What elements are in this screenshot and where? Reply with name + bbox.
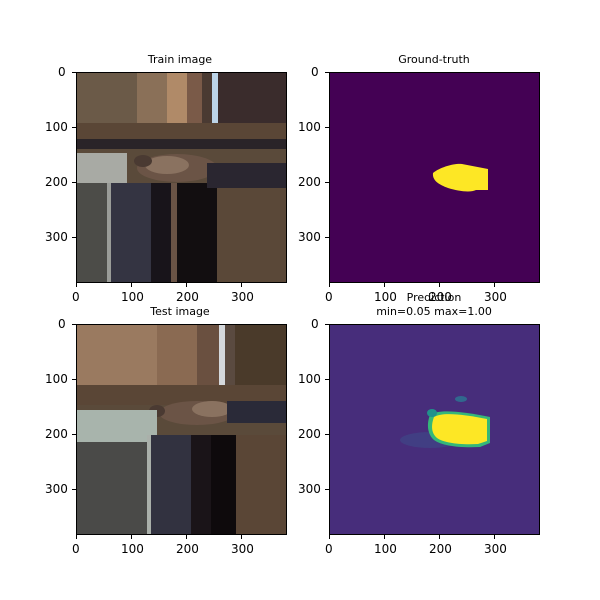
y-tick-label: 0 [311,317,319,331]
x-tick-label: 100 [121,290,144,304]
ground-truth-mask [330,73,539,282]
tick [72,127,76,128]
tick [186,283,187,287]
tick [325,72,329,73]
tick [131,283,132,287]
x-tick-label: 0 [325,290,333,304]
y-tick-label: 100 [298,120,321,134]
tick [72,324,76,325]
y-tick-label: 200 [45,427,68,441]
tick [384,535,385,539]
tick [72,489,76,490]
y-tick-label: 0 [58,317,66,331]
y-tick-label: 0 [58,65,66,79]
x-tick-label: 300 [484,542,507,556]
pred-panel-title: Prediction [406,291,462,304]
y-tick-label: 100 [45,120,68,134]
y-tick-label: 200 [298,175,321,189]
tick [76,535,77,539]
tick [494,283,495,287]
x-tick-label: 200 [429,290,452,304]
gt-panel-title: Ground-truth [398,53,470,66]
test-image-axes [76,324,287,535]
train-image [77,73,286,282]
tick [241,535,242,539]
test-image [77,325,286,534]
pred-panel-subtitle: min=0.05 max=1.00 [376,305,492,318]
tick [329,283,330,287]
y-tick-label: 0 [311,65,319,79]
y-tick-label: 300 [45,230,68,244]
x-tick-label: 0 [72,290,80,304]
x-tick-label: 300 [231,290,254,304]
prediction-heatmap [330,325,539,534]
tick [325,434,329,435]
y-tick-label: 100 [45,372,68,386]
y-tick-label: 300 [45,482,68,496]
x-tick-label: 300 [484,290,507,304]
ground-truth-axes [329,72,540,283]
prediction-axes [329,324,540,535]
y-tick-label: 300 [298,482,321,496]
tick [384,283,385,287]
tick [325,237,329,238]
y-tick-label: 200 [298,427,321,441]
tick [494,535,495,539]
x-tick-label: 200 [176,290,199,304]
x-tick-label: 200 [176,542,199,556]
x-tick-label: 0 [325,542,333,556]
tick [72,72,76,73]
tick [329,535,330,539]
y-tick-label: 100 [298,372,321,386]
x-tick-label: 100 [374,290,397,304]
test-panel-title: Test image [150,305,210,318]
tick [439,535,440,539]
tick [325,489,329,490]
train-image-axes [76,72,287,283]
tick [325,324,329,325]
tick [241,283,242,287]
tick [76,283,77,287]
y-tick-label: 200 [45,175,68,189]
x-tick-label: 100 [121,542,144,556]
tick [325,127,329,128]
y-tick-label: 300 [298,230,321,244]
tick [439,283,440,287]
tick [72,379,76,380]
tick [72,434,76,435]
tick [131,535,132,539]
x-tick-label: 200 [429,542,452,556]
x-tick-label: 100 [374,542,397,556]
tick [325,182,329,183]
tick [186,535,187,539]
x-tick-label: 300 [231,542,254,556]
tick [325,379,329,380]
tick [72,182,76,183]
train-panel-title: Train image [147,53,213,66]
x-tick-label: 0 [72,542,80,556]
tick [72,237,76,238]
